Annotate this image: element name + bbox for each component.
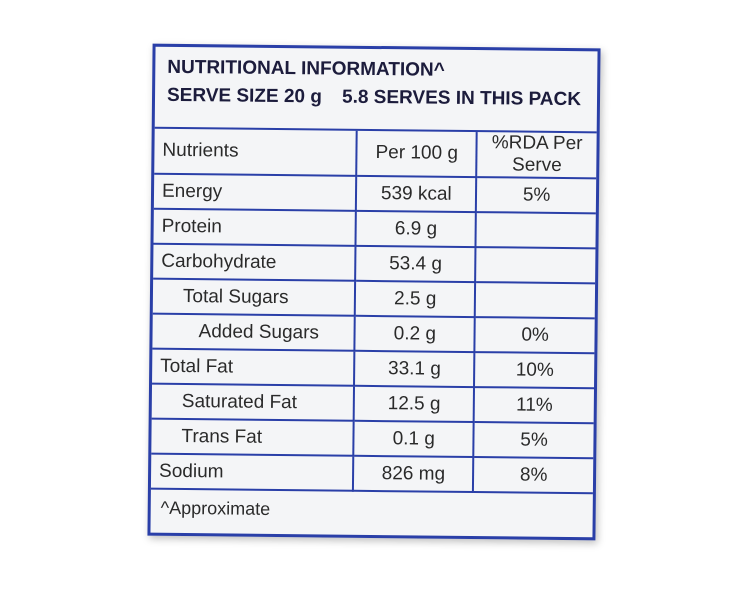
rda: 11%	[473, 387, 595, 424]
serve-size: SERVE SIZE 20 g	[166, 84, 323, 108]
per-100g: 539 kcal	[356, 175, 477, 213]
per-100g: 6.9 g	[355, 210, 477, 248]
row: Sodium 826 mg 8%	[150, 453, 594, 494]
row: Carbohydrate 53.4 g	[153, 243, 596, 284]
per-100g: 2.5 g	[355, 280, 476, 318]
rda: 10%	[474, 352, 595, 389]
nutrient: Saturated Fat	[151, 383, 355, 421]
rda: 5%	[476, 177, 597, 214]
serving-line: SERVE SIZE 20 g 5.8 SERVES IN THIS PACK	[167, 85, 587, 111]
rda-empty	[475, 247, 596, 284]
nutrient: Protein	[153, 208, 357, 246]
nutrient: Sodium	[150, 453, 354, 491]
column-header: Nutrients	[154, 128, 358, 176]
nutrient: Total Fat	[152, 348, 355, 386]
serves: 5.8 SERVES IN THIS PACK	[341, 86, 582, 111]
row: Total Sugars 2.5 g	[152, 278, 596, 319]
per-100g: 826 mg	[353, 455, 474, 493]
column-header: %RDA Per Serve	[476, 132, 597, 179]
nutrient: Total Sugars	[152, 278, 356, 316]
footnote: ^Approximate	[160, 497, 271, 519]
row: Protein 6.9 g	[153, 208, 596, 249]
row: Total Fat 33.1 g 10%	[152, 348, 595, 389]
label-header: NUTRITIONAL INFORMATION^ SERVE SIZE 20 g…	[154, 46, 598, 134]
nutrient: Added Sugars	[152, 313, 356, 351]
row: Added Sugars 0.2 g 0%	[152, 313, 595, 354]
row: Trans Fat 0.1 g 5%	[151, 418, 594, 459]
per-100g: 12.5 g	[354, 385, 475, 423]
per-100g: 33.1 g	[354, 350, 475, 388]
rda-empty	[474, 282, 596, 319]
nutrition-label: NUTRITIONAL INFORMATION^ SERVE SIZE 20 g…	[147, 43, 601, 541]
header-row: Nutrients Per 100 g %RDA Per Serve	[154, 128, 597, 179]
rda: 8%	[473, 457, 594, 494]
rda-empty	[475, 212, 596, 249]
nutrient: Carbohydrate	[153, 243, 356, 281]
row: Saturated Fat 12.5 g 11%	[151, 383, 595, 424]
column-header: Per 100 g	[356, 130, 477, 178]
rda: 0%	[474, 317, 595, 354]
rda: 5%	[473, 422, 594, 459]
nutrient: Energy	[153, 173, 357, 211]
row: Energy 539 kcal 5%	[153, 173, 597, 214]
per-100g: 53.4 g	[355, 245, 476, 283]
title: NUTRITIONAL INFORMATION^	[167, 56, 445, 81]
nutrient: Trans Fat	[151, 418, 355, 456]
nutrition-table: Nutrients Per 100 g %RDA Per Serve Energ…	[150, 128, 597, 495]
per-100g: 0.2 g	[354, 315, 475, 353]
per-100g: 0.1 g	[353, 420, 474, 458]
